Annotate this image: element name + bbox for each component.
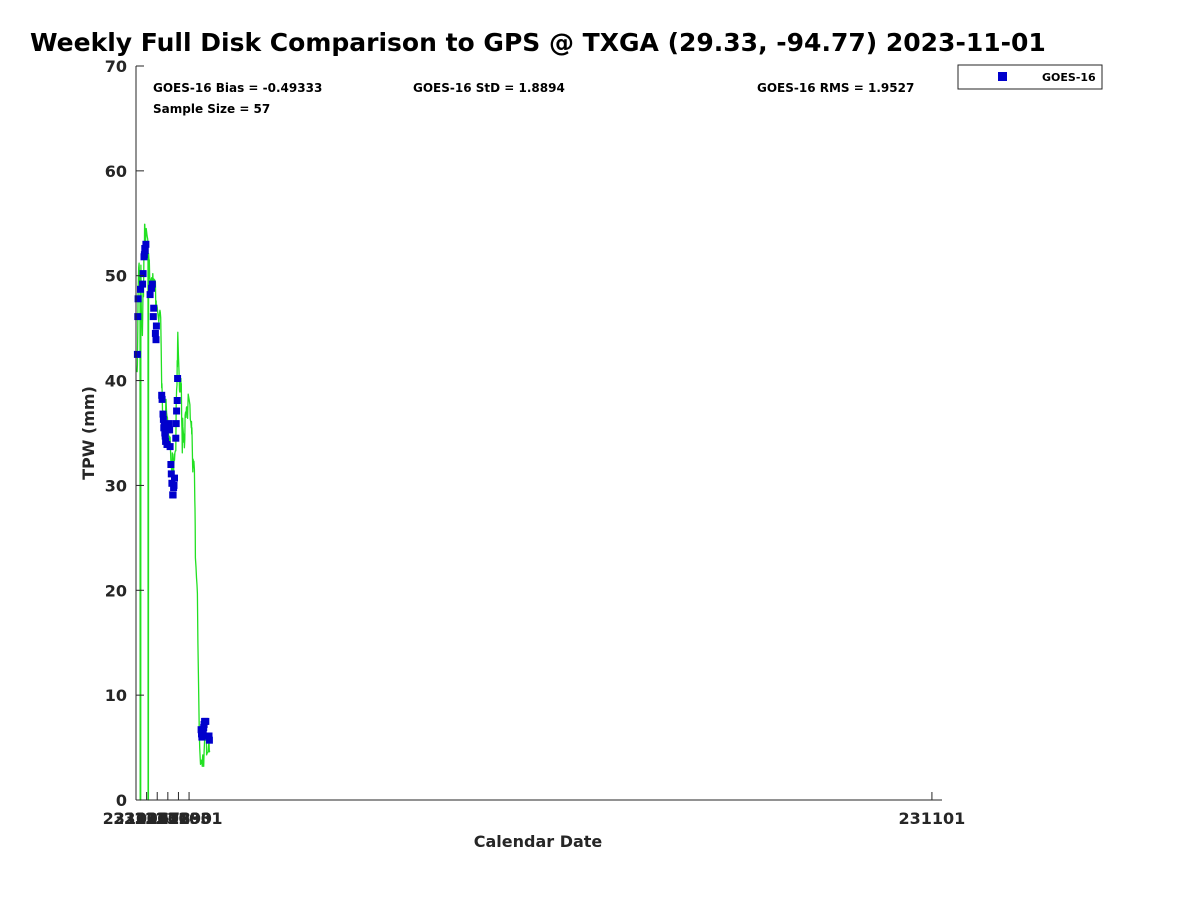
- y-tick-label: 20: [105, 581, 127, 600]
- goes16-point: [166, 443, 174, 451]
- y-tick-label: 70: [105, 57, 127, 76]
- y-axis-label: TPW (mm): [79, 386, 98, 480]
- goes16-point: [202, 717, 210, 725]
- goes16-point: [149, 313, 157, 321]
- goes16-point: [146, 291, 154, 299]
- y-tick-label: 40: [105, 372, 127, 391]
- x-tick-label: 231028: [124, 809, 191, 828]
- legend-label: GOES-16: [1042, 71, 1096, 84]
- goes16-point: [174, 375, 182, 382]
- x-tick-label: 231101: [899, 809, 966, 828]
- goes16-point: [159, 415, 167, 423]
- gps-line: [136, 223, 211, 801]
- gps-series: [136, 223, 211, 801]
- goes16-point: [134, 295, 142, 303]
- x-tick-label: 231026: [103, 809, 170, 828]
- y-tick-label: 10: [105, 686, 127, 705]
- goes16-point: [158, 391, 166, 399]
- goes16-point: [170, 481, 178, 489]
- goes16-point: [150, 304, 158, 312]
- x-axis-label: Calendar Date: [474, 832, 603, 851]
- std-stat: GOES-16 StD = 1.8894: [413, 81, 565, 95]
- y-tick-label: 0: [116, 791, 127, 810]
- goes16-point: [148, 280, 156, 288]
- goes16-point: [205, 732, 213, 740]
- goes16-point: [169, 491, 177, 499]
- y-tick-label: 50: [105, 267, 127, 286]
- goes16-point: [140, 251, 148, 259]
- x-tick-label: 231027: [113, 809, 180, 828]
- axes: [135, 66, 942, 801]
- goes16-point: [205, 736, 213, 744]
- tick-labels: 0102030405060702310262310272310282310292…: [103, 57, 966, 828]
- goes16-point: [137, 285, 144, 293]
- goes16-point: [148, 284, 155, 292]
- goes16-point: [141, 247, 149, 254]
- goes16-point: [173, 407, 181, 415]
- legend: GOES-16: [957, 64, 1103, 90]
- goes16-point: [171, 474, 178, 482]
- y-tick-label: 60: [105, 162, 127, 181]
- goes16-point: [158, 395, 166, 403]
- goes16-point: [142, 240, 150, 248]
- x-tick-label: 231029: [134, 809, 201, 828]
- x-tick-label: 231031: [156, 809, 223, 828]
- goes16-point: [151, 329, 159, 337]
- goes16-point: [166, 426, 174, 434]
- bias-stat: GOES-16 Bias = -0.49333: [153, 81, 322, 95]
- goes16-point: [167, 461, 175, 468]
- goes16-point: [139, 280, 147, 288]
- goes16-point: [172, 420, 180, 428]
- goes16-point: [152, 336, 160, 344]
- rms-stat: GOES-16 RMS = 1.9527: [757, 81, 914, 95]
- sample-size-stat: Sample Size = 57: [153, 102, 270, 116]
- goes16-point: [134, 313, 142, 321]
- goes16-point: [159, 410, 167, 418]
- goes16-point: [161, 432, 169, 440]
- goes16-point: [133, 350, 141, 358]
- chart-title: Weekly Full Disk Comparison to GPS @ TXG…: [30, 28, 1046, 57]
- legend-box: [957, 64, 1103, 90]
- legend-marker: [998, 72, 1007, 81]
- goes16-point: [139, 270, 147, 278]
- goes16-point: [173, 397, 181, 404]
- x-tick-label: 231030: [145, 809, 212, 828]
- goes16-point: [165, 420, 173, 428]
- goes16-point: [152, 322, 160, 330]
- goes16-point: [167, 470, 175, 478]
- goes16-point: [160, 422, 168, 430]
- goes16-series: [133, 240, 213, 744]
- goes16-point: [172, 434, 180, 442]
- y-tick-label: 30: [105, 476, 127, 495]
